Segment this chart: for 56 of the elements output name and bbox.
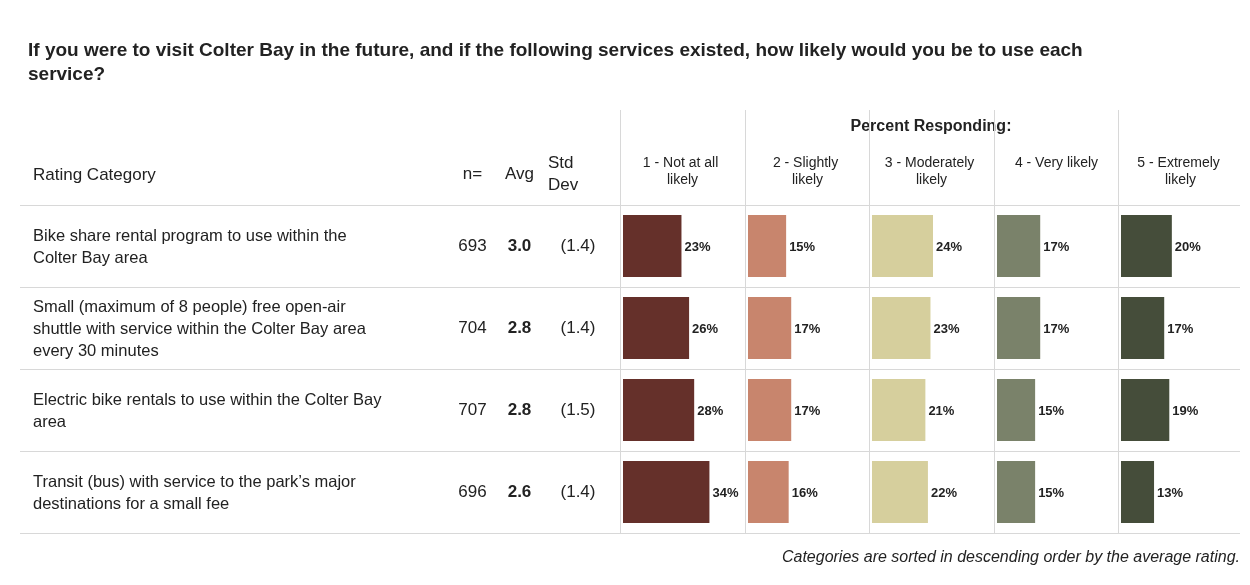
- chart-title: 5 - Extremely likely: [1137, 153, 1224, 187]
- data-label: 19%: [1172, 402, 1199, 418]
- text: Percent Responding:: [849, 117, 1013, 135]
- data-label: 22%: [930, 484, 958, 500]
- data-label: (1.4): [559, 317, 597, 339]
- data-label: 3.0: [506, 235, 533, 257]
- text: Rating Category: [33, 165, 156, 185]
- data-label: 696: [457, 481, 488, 503]
- text: Categories are sorted in descending order by the average rating.: [780, 548, 1240, 566]
- bar: [623, 297, 690, 359]
- bar: [1121, 461, 1155, 523]
- bar: [1121, 297, 1165, 359]
- bar: [1121, 215, 1172, 277]
- data-label: 28%: [697, 402, 724, 418]
- data-label: 16%: [791, 484, 818, 500]
- category-label: Bike share rental program to use within the Colter Bay area: [33, 225, 348, 268]
- data-label: 23%: [933, 320, 960, 336]
- data-label: 704: [457, 317, 488, 339]
- data-label: 17%: [793, 402, 821, 418]
- data-label: 15%: [1037, 402, 1065, 418]
- data-label: 13%: [1157, 484, 1184, 500]
- data-label: (1.4): [559, 235, 597, 257]
- text: Std Dev: [548, 152, 580, 196]
- data-label: (1.4): [559, 481, 597, 503]
- category-label: Small (maximum of 8 people) free open-air shuttle with service within the Colter Bay area every 30 minutes: [33, 296, 367, 361]
- data-label: (1.5): [559, 399, 597, 421]
- data-label: 23%: [684, 238, 711, 254]
- data-label: 34%: [712, 484, 739, 500]
- bar: [623, 215, 682, 277]
- category-label: Transit (bus) with service to the park’s major destinations for a small fee: [33, 471, 357, 514]
- bar: [1121, 379, 1170, 441]
- data-label: 17%: [1167, 320, 1194, 336]
- text: Avg: [504, 163, 535, 185]
- data-label: 20%: [1174, 238, 1202, 254]
- text: If you were to visit Colter Bay in the future, and if the following services existed, how likely would you be to use each service?: [28, 38, 1084, 86]
- data-label: 2.8: [506, 317, 533, 339]
- data-label: 2.8: [506, 399, 533, 421]
- bar: [623, 461, 710, 523]
- data-label: 693: [457, 235, 488, 257]
- chart-title: 2 - Slightly likely: [772, 153, 842, 187]
- chart-title: 3 - Moderately likely: [884, 153, 979, 187]
- chart-title: 4 - Very likely: [1014, 153, 1098, 170]
- data-label: 2.6: [506, 481, 533, 503]
- chart-title: 1 - Not at all likely: [642, 153, 723, 187]
- data-label: 17%: [1042, 320, 1070, 336]
- data-label: 17%: [793, 320, 821, 336]
- data-label: 26%: [692, 320, 719, 336]
- data-label: 15%: [1037, 484, 1065, 500]
- category-label: Electric bike rentals to use within the Colter Bay area: [33, 389, 383, 432]
- data-label: 17%: [1042, 238, 1070, 254]
- data-label: 21%: [928, 402, 955, 418]
- text: n=: [461, 163, 484, 185]
- data-label: 707: [457, 399, 488, 421]
- bar: [623, 379, 695, 441]
- data-label: 15%: [788, 238, 816, 254]
- data-label: 24%: [936, 238, 963, 254]
